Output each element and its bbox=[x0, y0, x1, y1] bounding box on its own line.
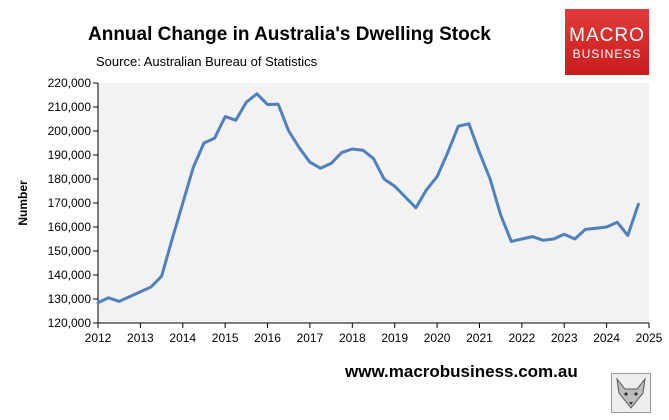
y-tick-label: 120,000 bbox=[48, 316, 92, 330]
x-tick-label: 2013 bbox=[127, 331, 154, 345]
x-tick-label: 2017 bbox=[297, 331, 324, 345]
y-tick-label: 130,000 bbox=[48, 292, 92, 306]
y-tick-label: 180,000 bbox=[48, 172, 92, 186]
y-tick-label: 150,000 bbox=[48, 244, 92, 258]
y-tick-label: 220,000 bbox=[48, 76, 92, 90]
y-tick-label: 170,000 bbox=[48, 196, 92, 210]
macrobusiness-logo: MACRO BUSINESS bbox=[565, 9, 649, 75]
x-tick-label: 2025 bbox=[636, 331, 663, 345]
y-tick-label: 190,000 bbox=[48, 148, 92, 162]
y-axis: 120,000 130,000 140,000 150,000 160,000 170,0… bbox=[48, 76, 98, 330]
x-tick-label: 2014 bbox=[169, 331, 196, 345]
logo-line-1: MACRO bbox=[569, 25, 645, 46]
x-tick-label: 2016 bbox=[254, 331, 281, 345]
x-tick-label: 2024 bbox=[593, 331, 620, 345]
x-tick-label: 2012 bbox=[85, 331, 112, 345]
website-url: www.macrobusiness.com.au bbox=[345, 362, 578, 381]
plot-area bbox=[98, 83, 649, 323]
x-tick-label: 2020 bbox=[424, 331, 451, 345]
y-tick-label: 160,000 bbox=[48, 220, 92, 234]
chart-subtitle: Source: Australian Bureau of Statistics bbox=[96, 54, 318, 69]
y-tick-label: 140,000 bbox=[48, 268, 92, 282]
x-tick-label: 2021 bbox=[466, 331, 493, 345]
y-tick-label: 200,000 bbox=[48, 124, 92, 138]
x-axis: 2012 2013 2014 2015 2016 2017 2018 2019 2020 2021… bbox=[85, 323, 663, 345]
fox-logo-icon bbox=[611, 373, 651, 413]
x-tick-label: 2023 bbox=[551, 331, 578, 345]
x-tick-label: 2018 bbox=[339, 331, 366, 345]
x-tick-label: 2019 bbox=[381, 331, 408, 345]
y-axis-label: Number bbox=[16, 180, 30, 226]
x-tick-label: 2015 bbox=[212, 331, 239, 345]
chart-title: Annual Change in Australia's Dwelling St… bbox=[88, 24, 491, 45]
series-line-dwelling-stock-change bbox=[96, 92, 640, 305]
x-tick-label: 2022 bbox=[508, 331, 535, 345]
logo-line-2: BUSINESS bbox=[572, 47, 642, 61]
y-tick-label: 210,000 bbox=[48, 100, 92, 114]
